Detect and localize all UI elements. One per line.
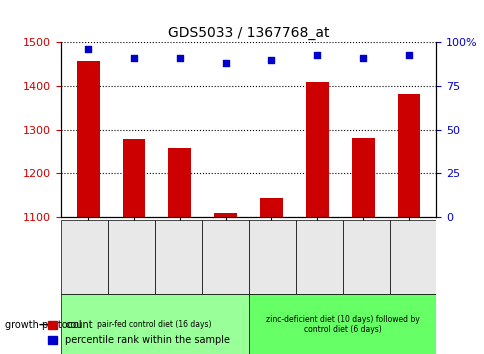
Point [359,55,366,61]
Title: GDS5033 / 1367768_at: GDS5033 / 1367768_at [167,26,329,40]
FancyBboxPatch shape [248,294,436,354]
Bar [305,82,328,217]
FancyBboxPatch shape [295,221,342,294]
Bar [122,139,145,217]
FancyBboxPatch shape [60,294,248,354]
Point [221,61,229,66]
Text: growth protocol: growth protocol [5,320,81,330]
FancyBboxPatch shape [60,221,107,294]
FancyBboxPatch shape [201,221,248,294]
Bar [168,148,191,217]
Bar [351,138,374,217]
Text: zinc-deficient diet (10 days) followed by
control diet (6 days): zinc-deficient diet (10 days) followed b… [265,315,419,334]
FancyBboxPatch shape [342,221,389,294]
FancyBboxPatch shape [248,221,295,294]
FancyBboxPatch shape [154,221,201,294]
FancyBboxPatch shape [389,221,436,294]
Bar [76,61,99,217]
Bar [214,212,237,217]
Point [267,57,275,63]
Point [84,47,92,52]
FancyBboxPatch shape [107,221,154,294]
Point [130,55,137,61]
Text: pair-fed control diet (16 days): pair-fed control diet (16 days) [97,320,212,329]
Point [176,55,183,61]
Bar [259,198,282,217]
Point [313,52,320,57]
Legend: count, percentile rank within the sample: count, percentile rank within the sample [44,316,233,349]
Bar [397,93,420,217]
Point [404,52,412,57]
